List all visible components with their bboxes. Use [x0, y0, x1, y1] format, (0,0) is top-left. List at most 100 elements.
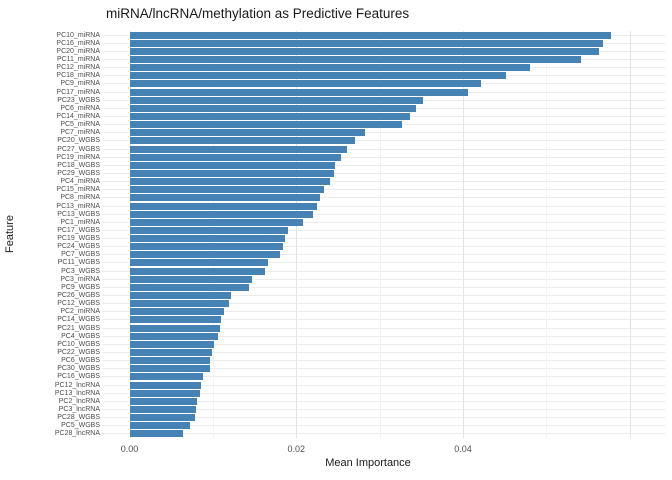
y-tick-label: PC7_miRNA: [60, 129, 100, 137]
y-tick-label: PC1_miRNA: [60, 218, 100, 226]
bar: [129, 80, 482, 88]
x-tick-label: 0.02: [287, 444, 306, 454]
bar: [129, 235, 286, 243]
bar: [129, 406, 197, 413]
bar: [129, 226, 288, 234]
v-gridline-minor: [212, 31, 214, 438]
y-tick-label: PC3_lncRNA: [58, 406, 100, 413]
y-tick-label: PC6_WGBS: [61, 357, 100, 365]
bar: [129, 104, 417, 112]
bar: [129, 55, 582, 63]
bar: [129, 292, 232, 300]
y-axis-tick-labels: PC10_miRNA PC16_miRNA PC20_miRNA PC11_miRNA…: [0, 31, 100, 438]
y-tick-label: PC17_WGBS: [57, 226, 100, 234]
y-tick-label: PC12_WGBS: [57, 300, 100, 308]
bar: [129, 308, 224, 316]
bar: [129, 178, 330, 186]
y-tick-label: PC14_WGBS: [57, 316, 100, 324]
bar: [129, 283, 249, 291]
h-gridline: [102, 335, 665, 337]
h-gridline: [102, 140, 665, 142]
bar: [129, 365, 210, 373]
bar: [129, 169, 334, 177]
h-gridline: [102, 172, 665, 174]
h-gridline: [102, 376, 665, 378]
h-gridline: [102, 433, 665, 435]
h-gridline: [102, 368, 665, 370]
bar: [129, 349, 213, 357]
h-gridline: [102, 205, 665, 207]
bar: [129, 267, 266, 275]
bar: [129, 218, 303, 226]
h-gridline: [102, 270, 665, 272]
bar: [129, 112, 411, 120]
v-gridline-major: [129, 31, 131, 438]
bar: [129, 430, 183, 438]
y-tick-label: PC30_WGBS: [57, 365, 100, 373]
v-gridline-major: [463, 31, 464, 438]
h-gridline: [102, 384, 665, 386]
x-tick-label: 0.00: [120, 444, 139, 454]
h-gridline: [102, 246, 665, 248]
h-gridline: [102, 238, 665, 240]
bar: [129, 316, 222, 324]
bar: [129, 202, 318, 210]
y-tick-label: PC8_miRNA: [60, 194, 100, 202]
x-axis-title: Mean Importance: [325, 457, 411, 469]
y-tick-label: PC13_lncRNA: [54, 389, 100, 397]
y-tick-label: PC9_miRNA: [60, 80, 100, 88]
bar: [129, 153, 342, 161]
bar: [129, 210, 313, 218]
y-tick-label: PC14_miRNA: [56, 112, 100, 120]
h-gridline: [102, 327, 665, 329]
bar: [129, 332, 218, 340]
h-gridline: [102, 189, 665, 191]
bar: [129, 47, 599, 55]
h-gridline: [102, 229, 665, 231]
y-tick-label: PC9_WGBS: [61, 283, 100, 291]
bar: [129, 145, 348, 153]
y-tick-label: PC6_miRNA: [60, 104, 100, 112]
h-gridline: [102, 278, 665, 280]
bar: [129, 251, 281, 259]
bar: [129, 300, 229, 308]
bar: [129, 389, 201, 397]
bar: [129, 259, 268, 267]
bar: [129, 137, 355, 145]
y-tick-label: PC18_miRNA: [56, 72, 100, 80]
y-tick-label: PC24_WGBS: [57, 243, 100, 251]
chart-panel: [102, 31, 665, 438]
bar: [129, 161, 336, 169]
bar: [129, 373, 203, 381]
y-tick-label: PC12_miRNA: [56, 64, 100, 72]
bar: [129, 275, 253, 283]
v-gridline-minor: [379, 31, 381, 438]
y-tick-label: PC20_miRNA: [56, 47, 100, 55]
y-tick-label: PC22_WGBS: [57, 349, 100, 357]
h-gridline: [102, 425, 665, 427]
bar: [129, 324, 220, 332]
y-tick-label: PC19_WGBS: [57, 235, 100, 243]
y-tick-label: PC3_WGBS: [61, 267, 100, 275]
h-gridline: [102, 148, 665, 150]
y-tick-label: PC23_WGBS: [57, 96, 100, 104]
y-tick-label: PC28_WGBS: [57, 414, 100, 422]
h-gridline: [102, 409, 665, 410]
bar: [129, 96, 423, 104]
y-tick-label: PC13_miRNA: [56, 202, 100, 210]
bar: [129, 381, 202, 389]
h-gridline: [102, 164, 665, 166]
v-gridline-minor: [546, 31, 548, 438]
bar: [129, 129, 366, 137]
y-tick-label: PC2_lncRNA: [58, 397, 100, 405]
y-tick-label: PC5_miRNA: [60, 121, 100, 129]
h-gridline: [102, 254, 665, 256]
bar: [129, 186, 324, 194]
bar: [129, 121, 403, 129]
y-tick-label: PC10_miRNA: [56, 31, 100, 39]
y-tick-label: PC3_miRNA: [60, 275, 100, 283]
h-gridline: [102, 360, 665, 362]
y-tick-label: PC11_WGBS: [57, 259, 100, 267]
h-gridline: [102, 417, 665, 419]
